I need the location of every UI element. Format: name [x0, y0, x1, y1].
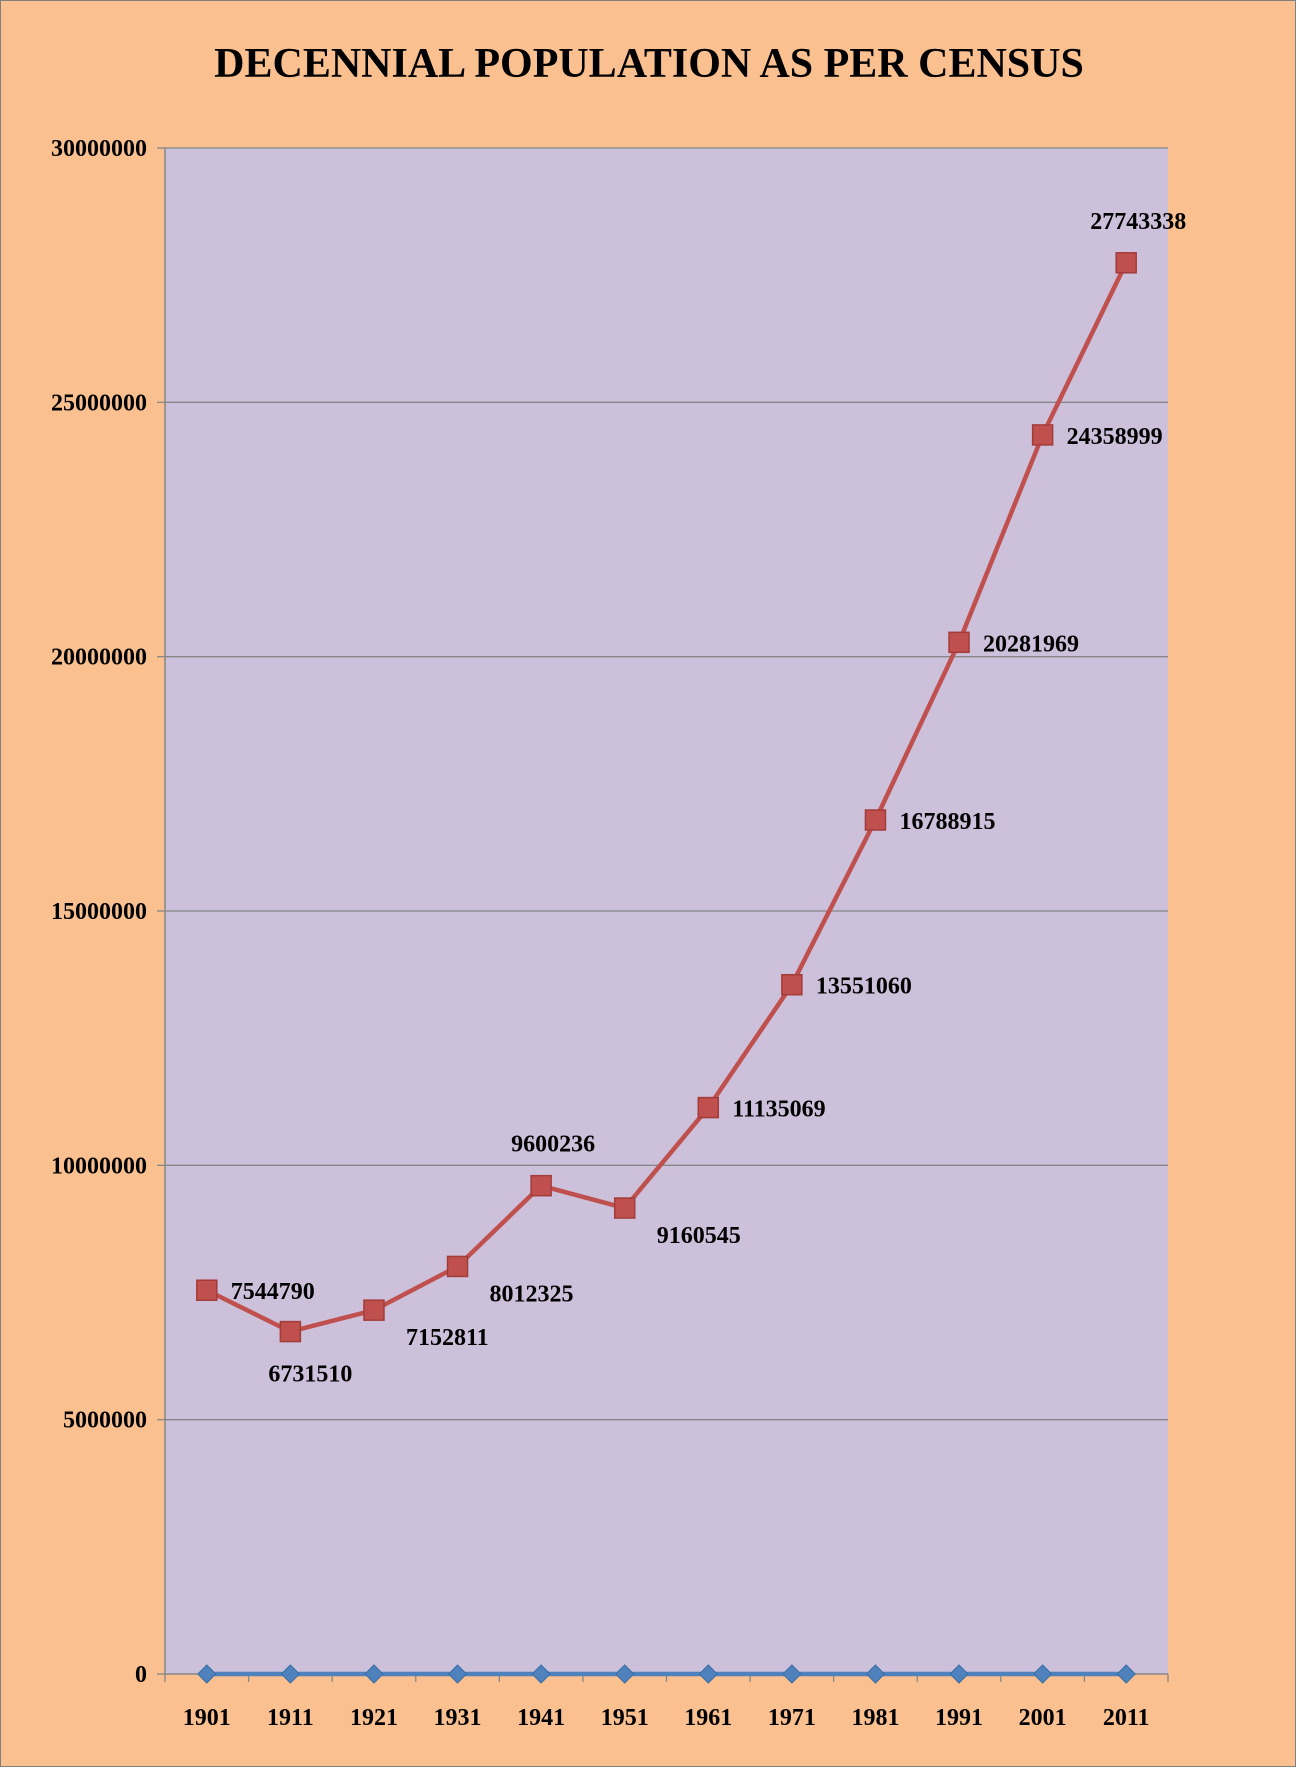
y-tick-label: 0 — [135, 1662, 147, 1688]
data-point — [1115, 252, 1137, 274]
data-label: 6731510 — [268, 1362, 352, 1388]
data-point — [530, 1174, 552, 1197]
x-tick-label: 1941 — [517, 1705, 565, 1731]
y-tick-label: 5000000 — [63, 1408, 147, 1434]
series-group — [196, 252, 1137, 1684]
data-point — [1032, 1664, 1053, 1684]
data-label: 24358999 — [1067, 424, 1163, 450]
x-tick-label: 2001 — [1019, 1705, 1067, 1731]
data-point — [446, 1255, 469, 1278]
x-tick-label: 1921 — [350, 1705, 398, 1731]
y-tick-label: 15000000 — [51, 899, 147, 925]
data-point — [447, 1664, 468, 1684]
data-label: 7544790 — [231, 1279, 315, 1305]
data-point — [948, 631, 970, 654]
data-point — [1031, 424, 1054, 446]
y-tick-label: 30000000 — [51, 136, 147, 162]
data-point — [864, 809, 887, 831]
data-label: 11135069 — [732, 1097, 825, 1123]
data-point — [197, 1664, 217, 1684]
y-tick-label: 10000000 — [51, 1153, 147, 1179]
x-tick-label: 1991 — [935, 1705, 983, 1731]
data-point — [363, 1299, 385, 1321]
data-point — [781, 973, 803, 996]
data-point — [196, 1279, 218, 1301]
data-point — [1116, 1664, 1136, 1684]
data-point — [364, 1664, 384, 1684]
data-point — [949, 1664, 969, 1684]
data-point — [531, 1664, 551, 1684]
x-tick-label: 1951 — [601, 1705, 649, 1731]
data-label: 13551060 — [816, 974, 912, 1000]
data-point — [698, 1664, 718, 1684]
data-label: 8012325 — [490, 1281, 574, 1307]
series-line — [205, 261, 1129, 1334]
y-tick-label: 20000000 — [51, 645, 147, 671]
data-label: 20281969 — [983, 631, 1079, 657]
gridlines — [165, 147, 1168, 1421]
x-tick-label: 1961 — [684, 1705, 732, 1731]
data-label: 9160545 — [657, 1223, 741, 1249]
data-point — [865, 1664, 886, 1684]
data-point — [697, 1096, 720, 1119]
x-tick-label: 1971 — [768, 1705, 816, 1731]
x-axis-ticks: 1901 1911 1921 1931 1941 1951 1961 1971 1981 1991… — [164, 1674, 1169, 1731]
x-tick-label: 1931 — [434, 1705, 482, 1731]
data-point — [782, 1664, 802, 1684]
data-point — [279, 1320, 302, 1343]
data-label: 9600236 — [511, 1132, 595, 1158]
y-axis-ticks: 0 5000000 10000000 15000000 20000000 25000000… — [51, 136, 165, 1688]
chart-title: DECENNIAL POPULATION AS PER CENSUS — [214, 41, 1084, 87]
x-tick-label: 1981 — [851, 1705, 899, 1731]
x-tick-label: 1911 — [267, 1705, 314, 1731]
x-tick-label: 1901 — [183, 1705, 231, 1731]
y-tick-label: 25000000 — [51, 390, 147, 416]
data-point — [280, 1664, 301, 1684]
data-label: 16788915 — [899, 809, 995, 835]
x-tick-label: 2011 — [1103, 1705, 1150, 1731]
data-point — [615, 1664, 635, 1684]
data-point — [613, 1197, 636, 1219]
data-label: 7152811 — [406, 1325, 489, 1351]
data-label: 27743338 — [1090, 209, 1186, 235]
